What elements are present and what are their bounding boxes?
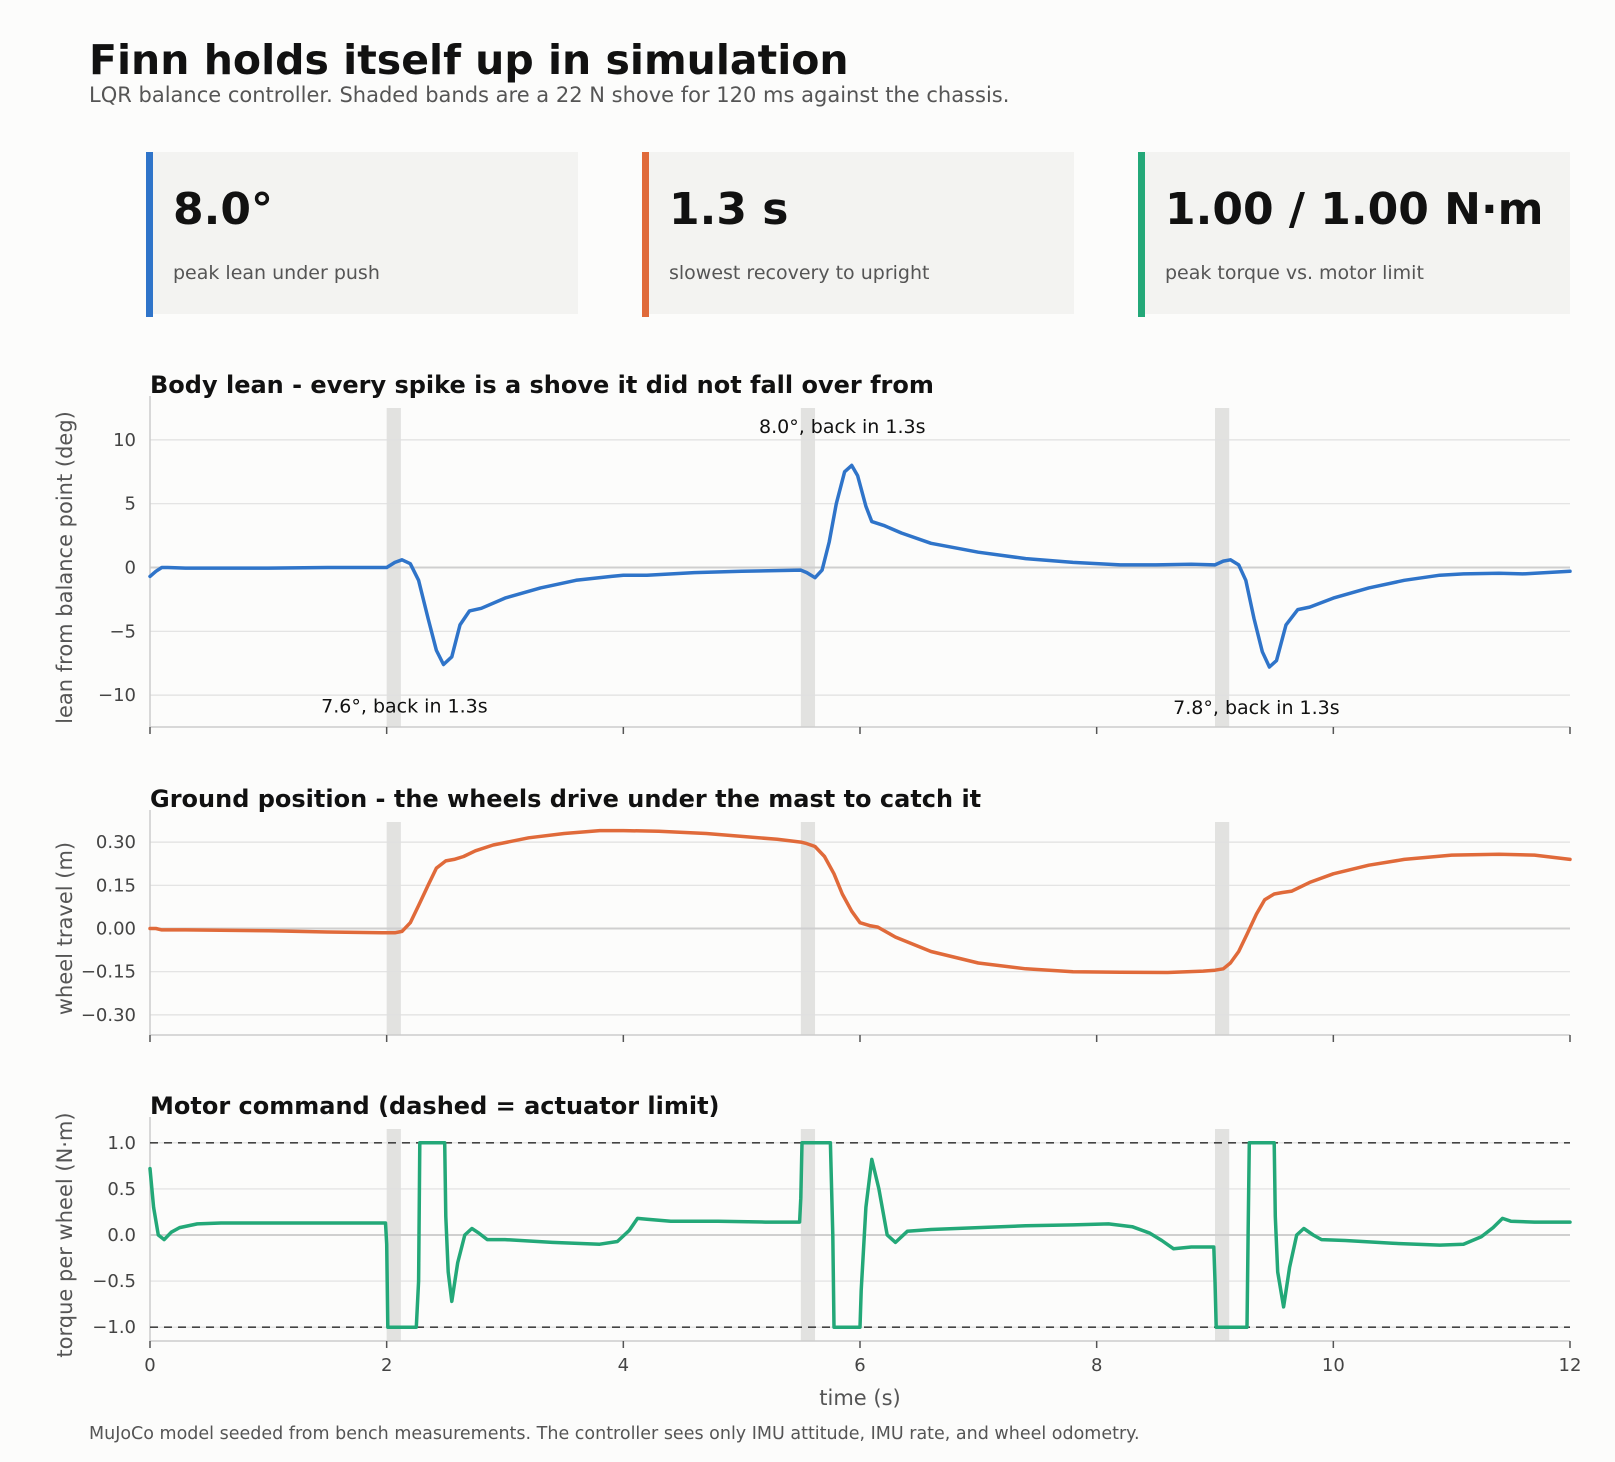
x-tick-label: 6 [854, 1355, 865, 1376]
y-axis-label: lean from balance point (deg) [53, 411, 77, 724]
x-axis-label: time (s) [819, 1386, 900, 1410]
y-tick-label: 0.30 [96, 832, 136, 853]
panel-title: Body lean - every spike is a shove it di… [150, 371, 934, 399]
x-tick-label: 0 [144, 1355, 155, 1376]
kpi-card-recovery: 1.3 s slowest recovery to upright [642, 152, 1074, 317]
chart-panel-2: −1.0 −0.5 0.0 0.5 1.0 0 2 4 6 8 10 12 Motor command … [53, 1092, 1581, 1410]
y-tick-label: −10 [98, 685, 136, 706]
annotation-label: 7.6°, back in 1.3s [321, 696, 487, 718]
kpi-card-peak-lean: 8.0° peak lean under push [146, 152, 578, 317]
series-line [148, 1141, 1572, 1329]
x-tick-label: 12 [1559, 1355, 1582, 1376]
kpi-value: 1.00 / 1.00 N·m [1165, 184, 1544, 235]
chart-panel-0: −10 −5 0 5 10 7.6°, back in 1.3s 8.0°, back in… [53, 371, 1572, 734]
y-axis-label: torque per wheel (N·m) [53, 1112, 77, 1357]
annotation-label: 8.0°, back in 1.3s [759, 416, 925, 438]
x-tick-label: 8 [1091, 1355, 1102, 1376]
y-tick-label: 0.5 [107, 1179, 136, 1200]
y-tick-label: 0.00 [96, 919, 136, 940]
y-tick-label: 10 [113, 430, 136, 451]
kpi-value: 8.0° [173, 184, 273, 235]
page-title: Finn holds itself up in simulation [89, 36, 849, 84]
kpi-accent-bar [1138, 152, 1145, 317]
page-subtitle: LQR balance controller. Shaded bands are… [89, 83, 1010, 107]
y-tick-label: −0.5 [92, 1271, 136, 1292]
footer-note: MuJoCo model seeded from bench measureme… [89, 1424, 1140, 1444]
y-tick-label: −0.30 [81, 1005, 136, 1026]
kpi-label: peak torque vs. motor limit [1165, 262, 1424, 284]
y-axis-label: wheel travel (m) [53, 842, 77, 1015]
y-tick-label: 0 [125, 558, 136, 579]
series-line [148, 828, 1572, 975]
panel-title: Motor command (dashed = actuator limit) [150, 1092, 720, 1120]
panel-title: Ground position - the wheels drive under… [150, 785, 981, 813]
kpi-label: peak lean under push [173, 262, 380, 284]
kpi-value: 1.3 s [669, 184, 789, 235]
kpi-accent-bar [146, 152, 153, 317]
y-tick-label: −1.0 [92, 1317, 136, 1338]
y-tick-label: −5 [109, 621, 136, 642]
y-tick-label: 1.0 [107, 1133, 136, 1154]
series-line [148, 463, 1572, 669]
kpi-accent-bar [642, 152, 649, 317]
annotation-label: 7.8°, back in 1.3s [1173, 697, 1339, 719]
x-tick-label: 4 [618, 1355, 629, 1376]
x-tick-label: 2 [381, 1355, 392, 1376]
y-tick-label: 0.15 [96, 875, 136, 896]
kpi-label: slowest recovery to upright [669, 262, 930, 284]
x-tick-label: 10 [1322, 1355, 1345, 1376]
y-tick-label: 5 [125, 494, 136, 515]
chart-panel-1: −0.30 −0.15 0.00 0.15 0.30 Ground position - … [53, 785, 1572, 1042]
y-tick-label: 0.0 [107, 1225, 136, 1246]
kpi-card-torque: 1.00 / 1.00 N·m peak torque vs. motor li… [1138, 152, 1570, 317]
y-tick-label: −0.15 [81, 962, 136, 983]
